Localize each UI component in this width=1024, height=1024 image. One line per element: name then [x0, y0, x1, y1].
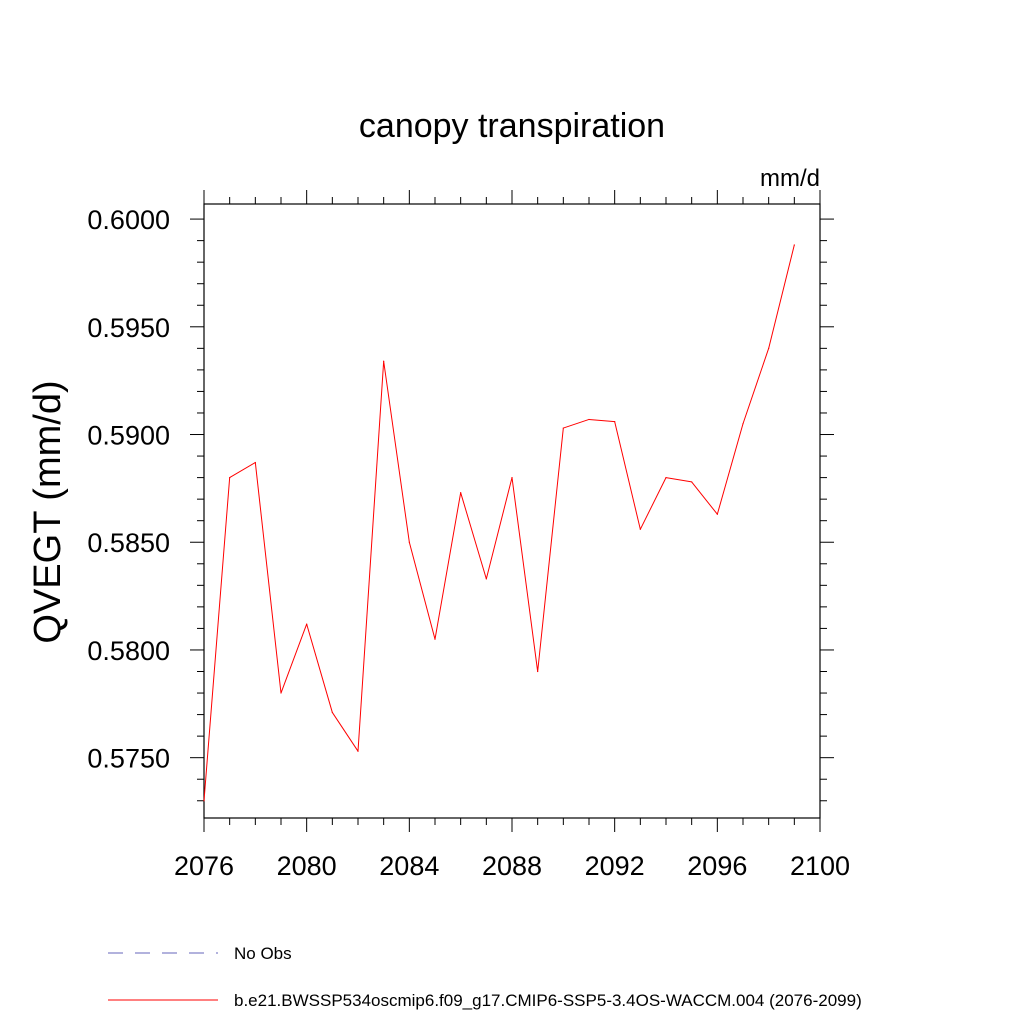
- data-point: [742, 423, 744, 425]
- legend-label-no-obs: No Obs: [234, 944, 292, 963]
- data-point: [434, 638, 436, 640]
- data-point: [691, 481, 693, 483]
- y-tick-label: 0.5850: [87, 528, 170, 558]
- y-tick-label: 0.5800: [87, 636, 170, 666]
- x-tick-label: 2092: [585, 851, 645, 881]
- chart-title: canopy transpiration: [359, 107, 665, 145]
- data-point: [357, 750, 359, 752]
- y-tick-label: 0.5900: [87, 421, 170, 451]
- units-label: mm/d: [760, 165, 820, 192]
- data-point: [716, 513, 718, 515]
- data-point: [614, 420, 616, 423]
- x-tick-label: 2076: [174, 851, 234, 881]
- data-point: [639, 528, 641, 530]
- data-point: [768, 347, 770, 349]
- data-point: [665, 477, 667, 479]
- data-point: [331, 711, 333, 714]
- x-tick-label: 2080: [277, 851, 337, 881]
- data-point: [229, 477, 231, 479]
- x-tick-label: 2088: [482, 851, 542, 881]
- x-tick-label: 2100: [790, 851, 850, 881]
- y-tick-label: 0.6000: [87, 205, 170, 235]
- data-point: [562, 427, 564, 429]
- x-tick-label: 2096: [687, 851, 747, 881]
- y-tick-labels: 0.5750 0.5800 0.5850 0.5900 0.5950 0.6000: [87, 205, 170, 774]
- y-axis-label: QVEGT (mm/d): [27, 380, 69, 643]
- data-point: [280, 692, 282, 694]
- data-point: [511, 477, 513, 479]
- data-point: [537, 670, 539, 673]
- data-point: [793, 244, 795, 246]
- y-tick-label: 0.5750: [87, 744, 170, 774]
- data-point: [254, 461, 256, 464]
- data-point: [485, 578, 487, 580]
- x-tick-labels: 2076 2080 2084 2088 2092 2096 2100: [174, 851, 850, 881]
- data-point: [408, 541, 410, 543]
- data-point: [306, 623, 308, 625]
- y-tick-label: 0.5950: [87, 313, 170, 343]
- x-tick-label: 2084: [379, 851, 439, 881]
- data-point: [460, 492, 462, 494]
- plot-frame: [203, 203, 821, 819]
- series-lines: [203, 244, 795, 802]
- data-point: [588, 418, 590, 421]
- series-line: [203, 244, 795, 801]
- legend-label-model: b.e21.BWSSP534oscmip6.f09_g17.CMIP6-SSP5…: [234, 991, 862, 1010]
- axis-ticks: [190, 190, 834, 832]
- legend: No Obs b.e21.BWSSP534oscmip6.f09_g17.CMI…: [108, 944, 862, 1010]
- data-point: [203, 800, 205, 802]
- data-point: [383, 360, 385, 362]
